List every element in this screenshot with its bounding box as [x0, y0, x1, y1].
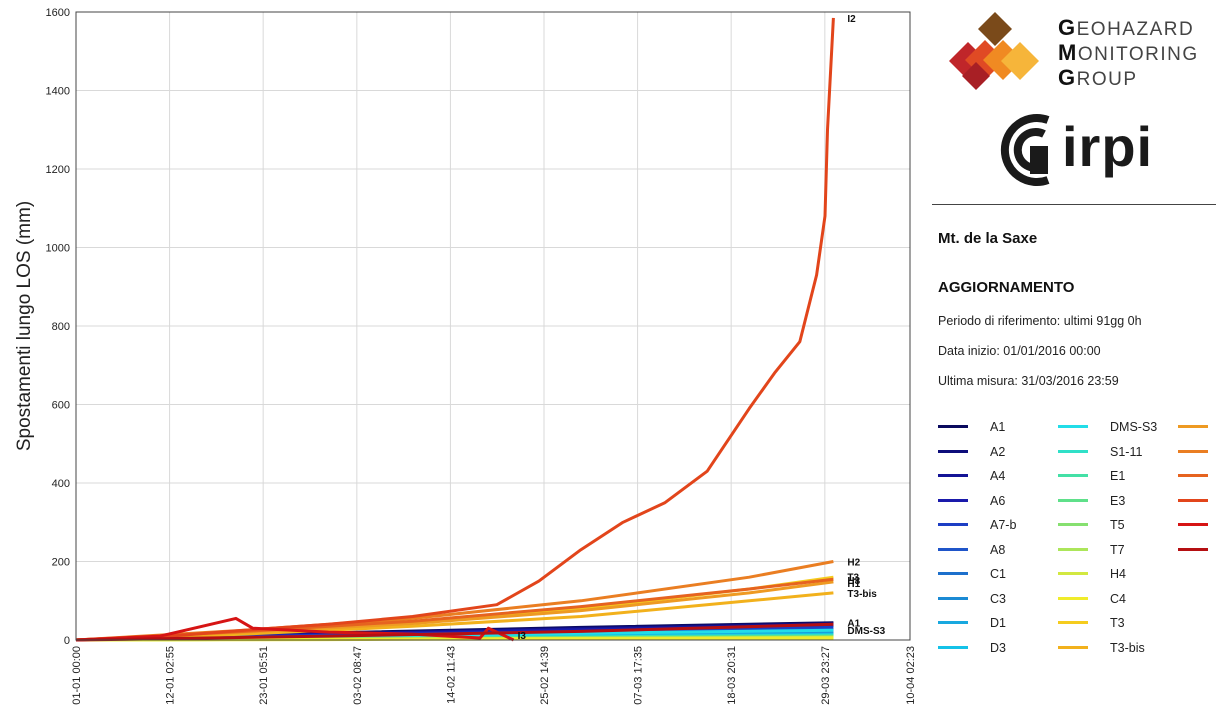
plot-frame [75, 11, 911, 641]
y-tick-label: 600 [52, 400, 70, 412]
end-label-h3: H3 [847, 576, 860, 587]
legend-label: A2 [990, 444, 1006, 459]
legend-label: C3 [990, 591, 1006, 606]
series-line-i3 [75, 616, 515, 642]
legend-swatch [938, 449, 968, 453]
legend-swatch [938, 621, 968, 624]
legend-label: S1-11 [1110, 444, 1143, 459]
legend-label: A6 [990, 493, 1006, 508]
legend-swatch [938, 596, 968, 600]
chart: 0 200 400 600 800 1000 1200 1400 1600 01-01 00:00… [14, 7, 917, 705]
legend-swatch [938, 474, 968, 477]
last-measure: Ultima misura: 31/03/2016 23:59 [938, 374, 1119, 388]
irpi-logo: irpi [990, 112, 1170, 188]
legend-swatch [938, 645, 968, 649]
x-tick-label: 25-02 14:39 [539, 646, 551, 705]
legend-swatch [1178, 449, 1208, 453]
irpi-wordmark: irpi [1062, 115, 1154, 178]
legend: A1 A2 A4 A6 A7-b A8 C1 C3 D1 D3 DMS-S3 S1-11 E1 E3 T5 T… [938, 418, 1227, 658]
legend-swatch [1178, 523, 1208, 526]
legend-label: T5 [1110, 518, 1125, 532]
legend-swatch [938, 498, 968, 502]
legend-swatch [1058, 425, 1088, 428]
y-tick-label: 800 [52, 321, 70, 333]
end-label-i3: I3 [518, 631, 527, 642]
legend-swatch [1178, 498, 1208, 502]
x-tick-label: 07-03 17:35 [633, 646, 645, 705]
legend-swatch [1178, 547, 1208, 551]
legend-swatch [1058, 621, 1088, 624]
y-axis-label: Spostamenti lungo LOS (mm) [14, 201, 35, 451]
side-panel: GEOHAZARD MONITORING GROUP irpi Mt. de l… [930, 0, 1227, 715]
end-label-t3: T3 [847, 572, 859, 583]
axis-ticks: 0 200 400 600 800 1000 1200 1400 1600 01-01 00:00… [46, 7, 917, 705]
y-tick-label: 1200 [46, 164, 70, 176]
legend-swatch [938, 547, 968, 551]
legend-swatch [1058, 645, 1088, 649]
legend-label: A8 [990, 542, 1006, 557]
geohazard-monitoring-group-logo: GEOHAZARD MONITORING GROUP [940, 10, 1220, 92]
x-tick-label: 03-02 08:47 [352, 646, 364, 705]
legend-swatch [1058, 449, 1088, 453]
x-tick-label: 01-01 00:00 [71, 646, 83, 705]
legend-swatch [1058, 474, 1088, 477]
legend-label: DMS-S3 [1110, 420, 1158, 434]
start-date: Data inizio: 01/01/2016 00:00 [938, 344, 1101, 358]
end-label-dms-s3: DMS-S3 [847, 626, 885, 637]
legend-label: A4 [990, 469, 1006, 483]
x-tick-label: 23-01 05:51 [258, 646, 270, 705]
series-line-i2 [75, 17, 835, 642]
y-tick-label: 0 [64, 635, 70, 647]
end-label-a1: A1 [847, 619, 860, 630]
x-tick-label: 14-02 11:43 [445, 646, 457, 704]
divider [932, 204, 1216, 205]
legend-label: E1 [1110, 469, 1126, 483]
series-line-t3-bis [75, 591, 834, 642]
legend-swatch [1178, 474, 1208, 477]
end-label-h1: H1 [847, 579, 860, 590]
legend-label: T3-bis [1110, 640, 1145, 655]
legend-swatch [1178, 425, 1208, 428]
x-tick-label: 18-03 20:31 [726, 646, 738, 705]
x-tick-label: 29-03 23:27 [820, 646, 832, 705]
irpi-emblem-icon [1000, 114, 1050, 186]
legend-label: E3 [1110, 493, 1126, 508]
legend-swatch [1058, 523, 1088, 526]
legend-label: D1 [990, 616, 1006, 630]
end-label-h2: H2 [847, 558, 860, 569]
legend-label: D3 [990, 640, 1006, 655]
legend-swatch [1058, 596, 1088, 600]
x-tick-label: 12-01 02:55 [165, 646, 177, 705]
legend-label: H4 [1110, 567, 1126, 581]
y-tick-label: 1600 [46, 7, 70, 19]
x-tick-label: 10-04 02:23 [905, 646, 917, 705]
reference-period: Periodo di riferimento: ultimi 91gg 0h [938, 314, 1142, 328]
legend-label: C4 [1110, 591, 1126, 606]
ghmg-wordmark: GEOHAZARD MONITORING GROUP [1058, 15, 1199, 90]
legend-swatch [938, 523, 968, 526]
update-title: AGGIORNAMENTO [938, 279, 1075, 296]
legend-swatch [1058, 547, 1088, 551]
legend-label: T7 [1110, 542, 1125, 557]
y-tick-label: 1400 [46, 86, 70, 98]
legend-swatch [1058, 498, 1088, 502]
legend-label: T3 [1110, 616, 1125, 630]
end-label-i2: I2 [847, 14, 856, 25]
legend-swatch [938, 425, 968, 428]
y-tick-label: 1000 [46, 243, 70, 255]
legend-swatch [938, 572, 968, 575]
y-tick-label: 400 [52, 478, 70, 490]
legend-swatch [1058, 572, 1088, 575]
legend-label: A1 [990, 420, 1006, 434]
ghmg-emblem-icon [949, 12, 1039, 90]
grid [75, 11, 911, 641]
legend-label: A7-b [990, 518, 1017, 532]
site-name: Mt. de la Saxe [938, 230, 1038, 247]
series-line-j1 [75, 622, 834, 642]
end-label-t3-bis: T3-bis [847, 589, 877, 600]
legend-label: C1 [990, 567, 1006, 581]
y-tick-label: 200 [52, 557, 70, 569]
series-lines [75, 17, 835, 642]
